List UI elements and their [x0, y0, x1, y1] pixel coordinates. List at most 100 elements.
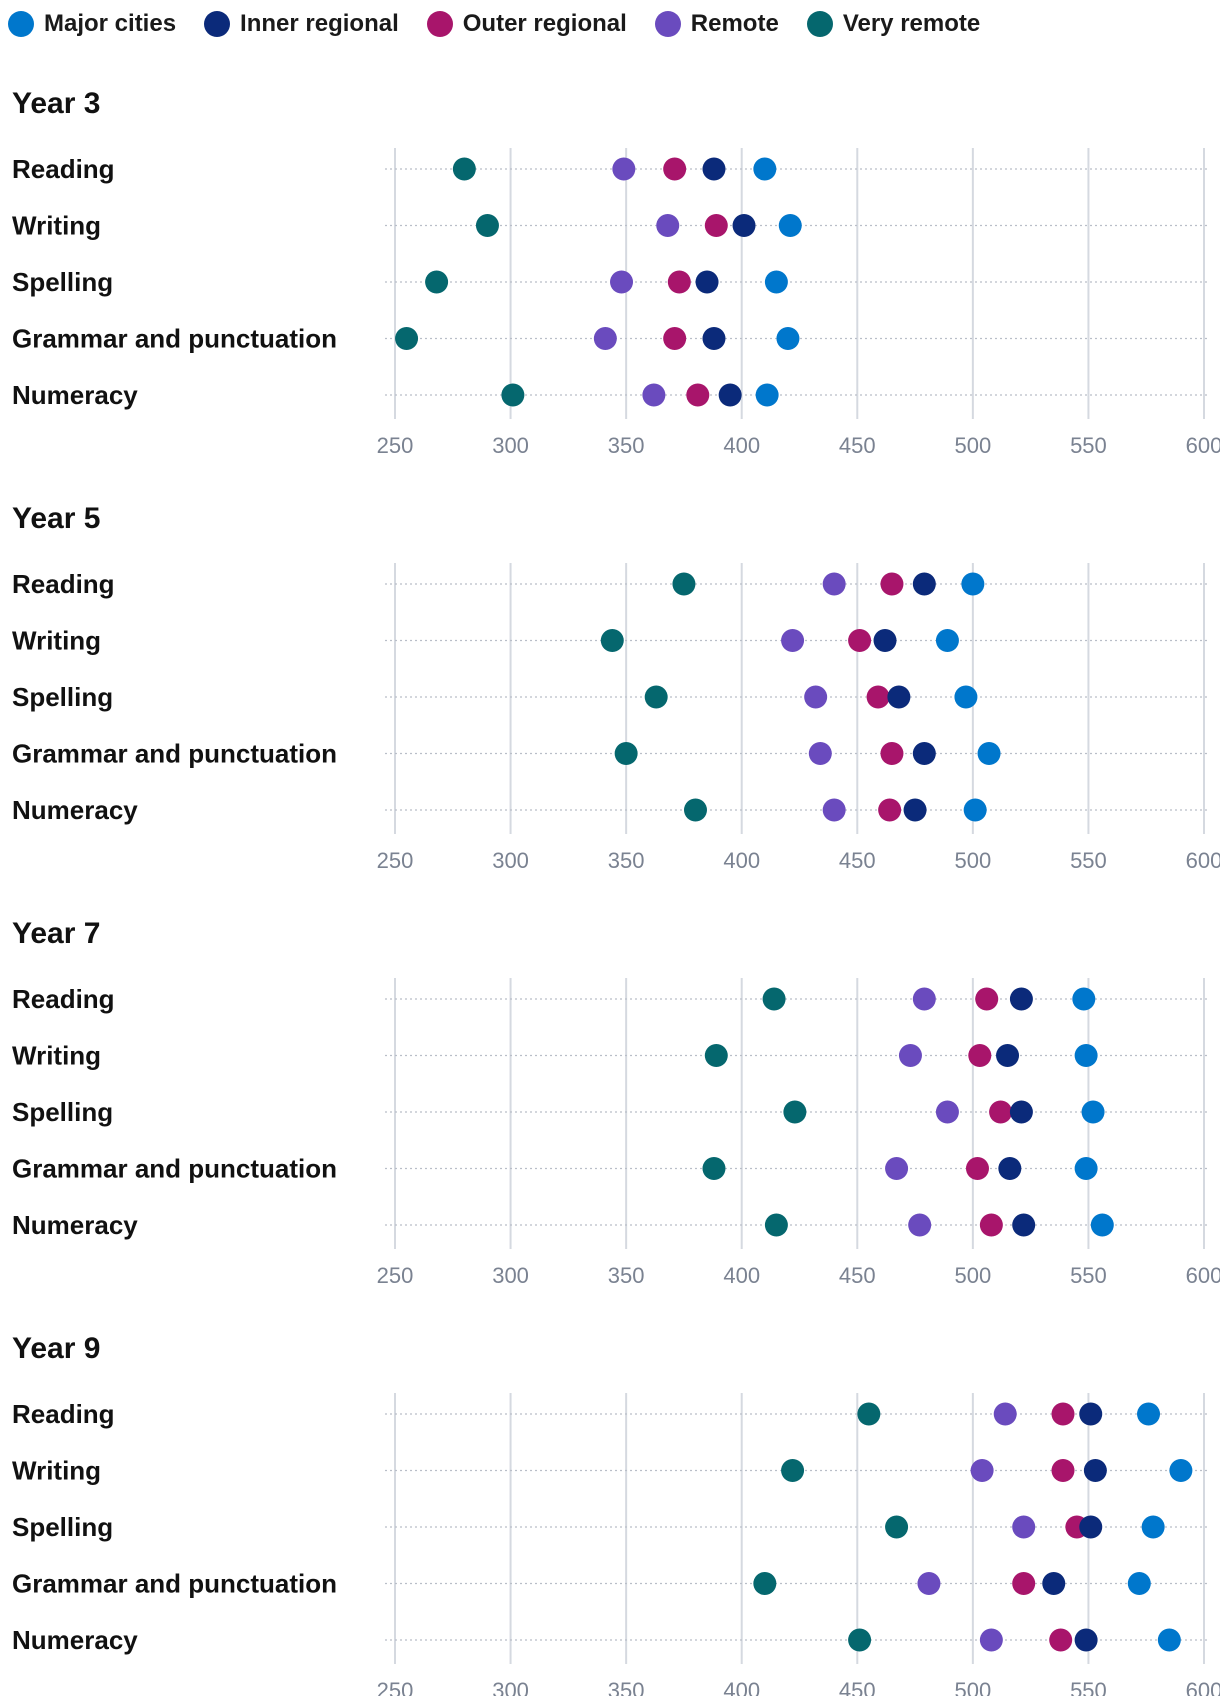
- dot-inner-regional-writing: [873, 629, 897, 652]
- dot-inner-regional-grammar-and-punctuation: [1042, 1572, 1066, 1595]
- dot-inner-regional-numeracy: [718, 383, 742, 407]
- dot-remote-writing: [656, 214, 680, 237]
- row-label-grammar-and-punctuation: Grammar and punctuation: [12, 1569, 337, 1599]
- dot-outer-regional-numeracy: [686, 383, 710, 407]
- legend-swatch: [654, 11, 681, 37]
- dot-major-cities-writing: [1169, 1459, 1193, 1482]
- row-label-spelling: Spelling: [12, 1097, 113, 1127]
- row-label-spelling: Spelling: [12, 682, 113, 712]
- x-tick-label-600: 600: [1186, 1263, 1220, 1288]
- dot-major-cities-spelling: [1141, 1515, 1165, 1539]
- dot-remote-numeracy: [908, 1213, 932, 1237]
- legend-label: Major cities: [44, 10, 177, 37]
- dot-inner-regional-writing: [996, 1044, 1020, 1067]
- legend: Major cities Inner regional Outer regional…: [8, 6, 1008, 42]
- dot-outer-regional-grammar-and-punctuation: [965, 1157, 989, 1180]
- x-tick-label-500: 500: [954, 1678, 991, 1696]
- dot-outer-regional-grammar-and-punctuation: [1012, 1572, 1036, 1595]
- x-tick-label-550: 550: [1070, 1263, 1107, 1288]
- legend-item-inner-regional: Inner regional: [204, 10, 399, 38]
- legend-item-very-remote: Very remote: [806, 10, 980, 38]
- legend-swatch: [204, 11, 231, 37]
- dot-very-remote-writing: [704, 1044, 728, 1067]
- dot-outer-regional-reading: [1051, 1402, 1075, 1426]
- dot-inner-regional-spelling: [887, 685, 911, 709]
- x-tick-label-450: 450: [839, 433, 876, 458]
- row-label-writing: Writing: [12, 1041, 101, 1071]
- dot-remote-numeracy: [642, 383, 666, 407]
- x-tick-label-500: 500: [954, 1263, 991, 1288]
- dot-remote-reading: [993, 1402, 1017, 1426]
- x-tick-label-400: 400: [723, 1678, 760, 1696]
- dot-remote-reading: [912, 987, 936, 1011]
- dot-inner-regional-spelling: [1009, 1100, 1033, 1124]
- dot-remote-numeracy: [979, 1628, 1003, 1652]
- x-tick-label-550: 550: [1070, 848, 1107, 873]
- dot-very-remote-writing: [600, 629, 624, 652]
- dot-inner-regional-grammar-and-punctuation: [702, 327, 726, 350]
- x-tick-label-450: 450: [839, 848, 876, 873]
- dot-major-cities-numeracy: [755, 383, 779, 407]
- dot-major-cities-spelling: [764, 270, 788, 294]
- row-label-reading: Reading: [12, 154, 115, 184]
- dot-very-remote-spelling: [783, 1100, 807, 1124]
- dot-very-remote-numeracy: [764, 1213, 788, 1237]
- dot-remote-spelling: [1012, 1515, 1036, 1539]
- chart-title: Year 7: [12, 917, 100, 950]
- dot-very-remote-grammar-and-punctuation: [395, 327, 419, 350]
- chart-title: Year 9: [12, 1332, 100, 1365]
- dot-remote-reading: [612, 157, 636, 181]
- x-tick-label-400: 400: [723, 848, 760, 873]
- dot-outer-regional-writing: [1051, 1459, 1075, 1482]
- dot-outer-regional-numeracy: [979, 1213, 1003, 1237]
- x-tick-label-500: 500: [954, 433, 991, 458]
- dot-major-cities-writing: [1074, 1044, 1098, 1067]
- row-label-grammar-and-punctuation: Grammar and punctuation: [12, 739, 337, 769]
- dot-outer-regional-reading: [663, 157, 687, 181]
- dot-outer-regional-reading: [880, 572, 904, 596]
- x-tick-label-600: 600: [1186, 848, 1220, 873]
- dot-major-cities-numeracy: [1090, 1213, 1114, 1237]
- dot-major-cities-spelling: [1081, 1100, 1105, 1124]
- x-tick-label-250: 250: [377, 1263, 414, 1288]
- dot-remote-writing: [781, 629, 805, 652]
- dot-very-remote-reading: [672, 572, 696, 596]
- dot-outer-regional-spelling: [989, 1100, 1013, 1124]
- dot-major-cities-numeracy: [1157, 1628, 1181, 1652]
- dot-inner-regional-writing: [732, 214, 756, 237]
- dot-major-cities-grammar-and-punctuation: [1127, 1572, 1151, 1595]
- dot-inner-regional-grammar-and-punctuation: [912, 742, 936, 765]
- dot-major-cities-reading: [1072, 987, 1096, 1011]
- x-tick-label-250: 250: [377, 433, 414, 458]
- dot-major-cities-writing: [778, 214, 802, 237]
- row-label-numeracy: Numeracy: [12, 380, 138, 410]
- dot-very-remote-grammar-and-punctuation: [702, 1157, 726, 1180]
- legend-item-remote: Remote: [654, 10, 779, 38]
- x-tick-label-350: 350: [608, 433, 645, 458]
- dot-remote-writing: [898, 1044, 922, 1067]
- row-label-grammar-and-punctuation: Grammar and punctuation: [12, 1154, 337, 1184]
- dot-remote-grammar-and-punctuation: [885, 1157, 909, 1180]
- x-tick-label-250: 250: [377, 1678, 414, 1696]
- dot-inner-regional-spelling: [695, 270, 719, 294]
- x-tick-label-350: 350: [608, 848, 645, 873]
- legend-swatch: [806, 11, 833, 37]
- dot-major-cities-writing: [935, 629, 959, 652]
- legend-label: Remote: [690, 10, 779, 37]
- row-label-grammar-and-punctuation: Grammar and punctuation: [12, 324, 337, 354]
- dot-inner-regional-reading: [702, 157, 726, 181]
- dot-inner-regional-reading: [912, 572, 936, 596]
- chart-title: Year 3: [12, 87, 100, 120]
- row-label-numeracy: Numeracy: [12, 795, 138, 825]
- row-label-spelling: Spelling: [12, 1512, 113, 1542]
- x-tick-label-300: 300: [492, 848, 529, 873]
- dot-major-cities-grammar-and-punctuation: [977, 742, 1001, 765]
- dot-major-cities-numeracy: [963, 798, 987, 822]
- x-tick-label-400: 400: [723, 1263, 760, 1288]
- dot-remote-reading: [822, 572, 846, 596]
- dot-very-remote-reading: [762, 987, 786, 1011]
- dot-inner-regional-grammar-and-punctuation: [998, 1157, 1022, 1180]
- dot-major-cities-grammar-and-punctuation: [1074, 1157, 1098, 1180]
- dot-outer-regional-writing: [848, 629, 872, 652]
